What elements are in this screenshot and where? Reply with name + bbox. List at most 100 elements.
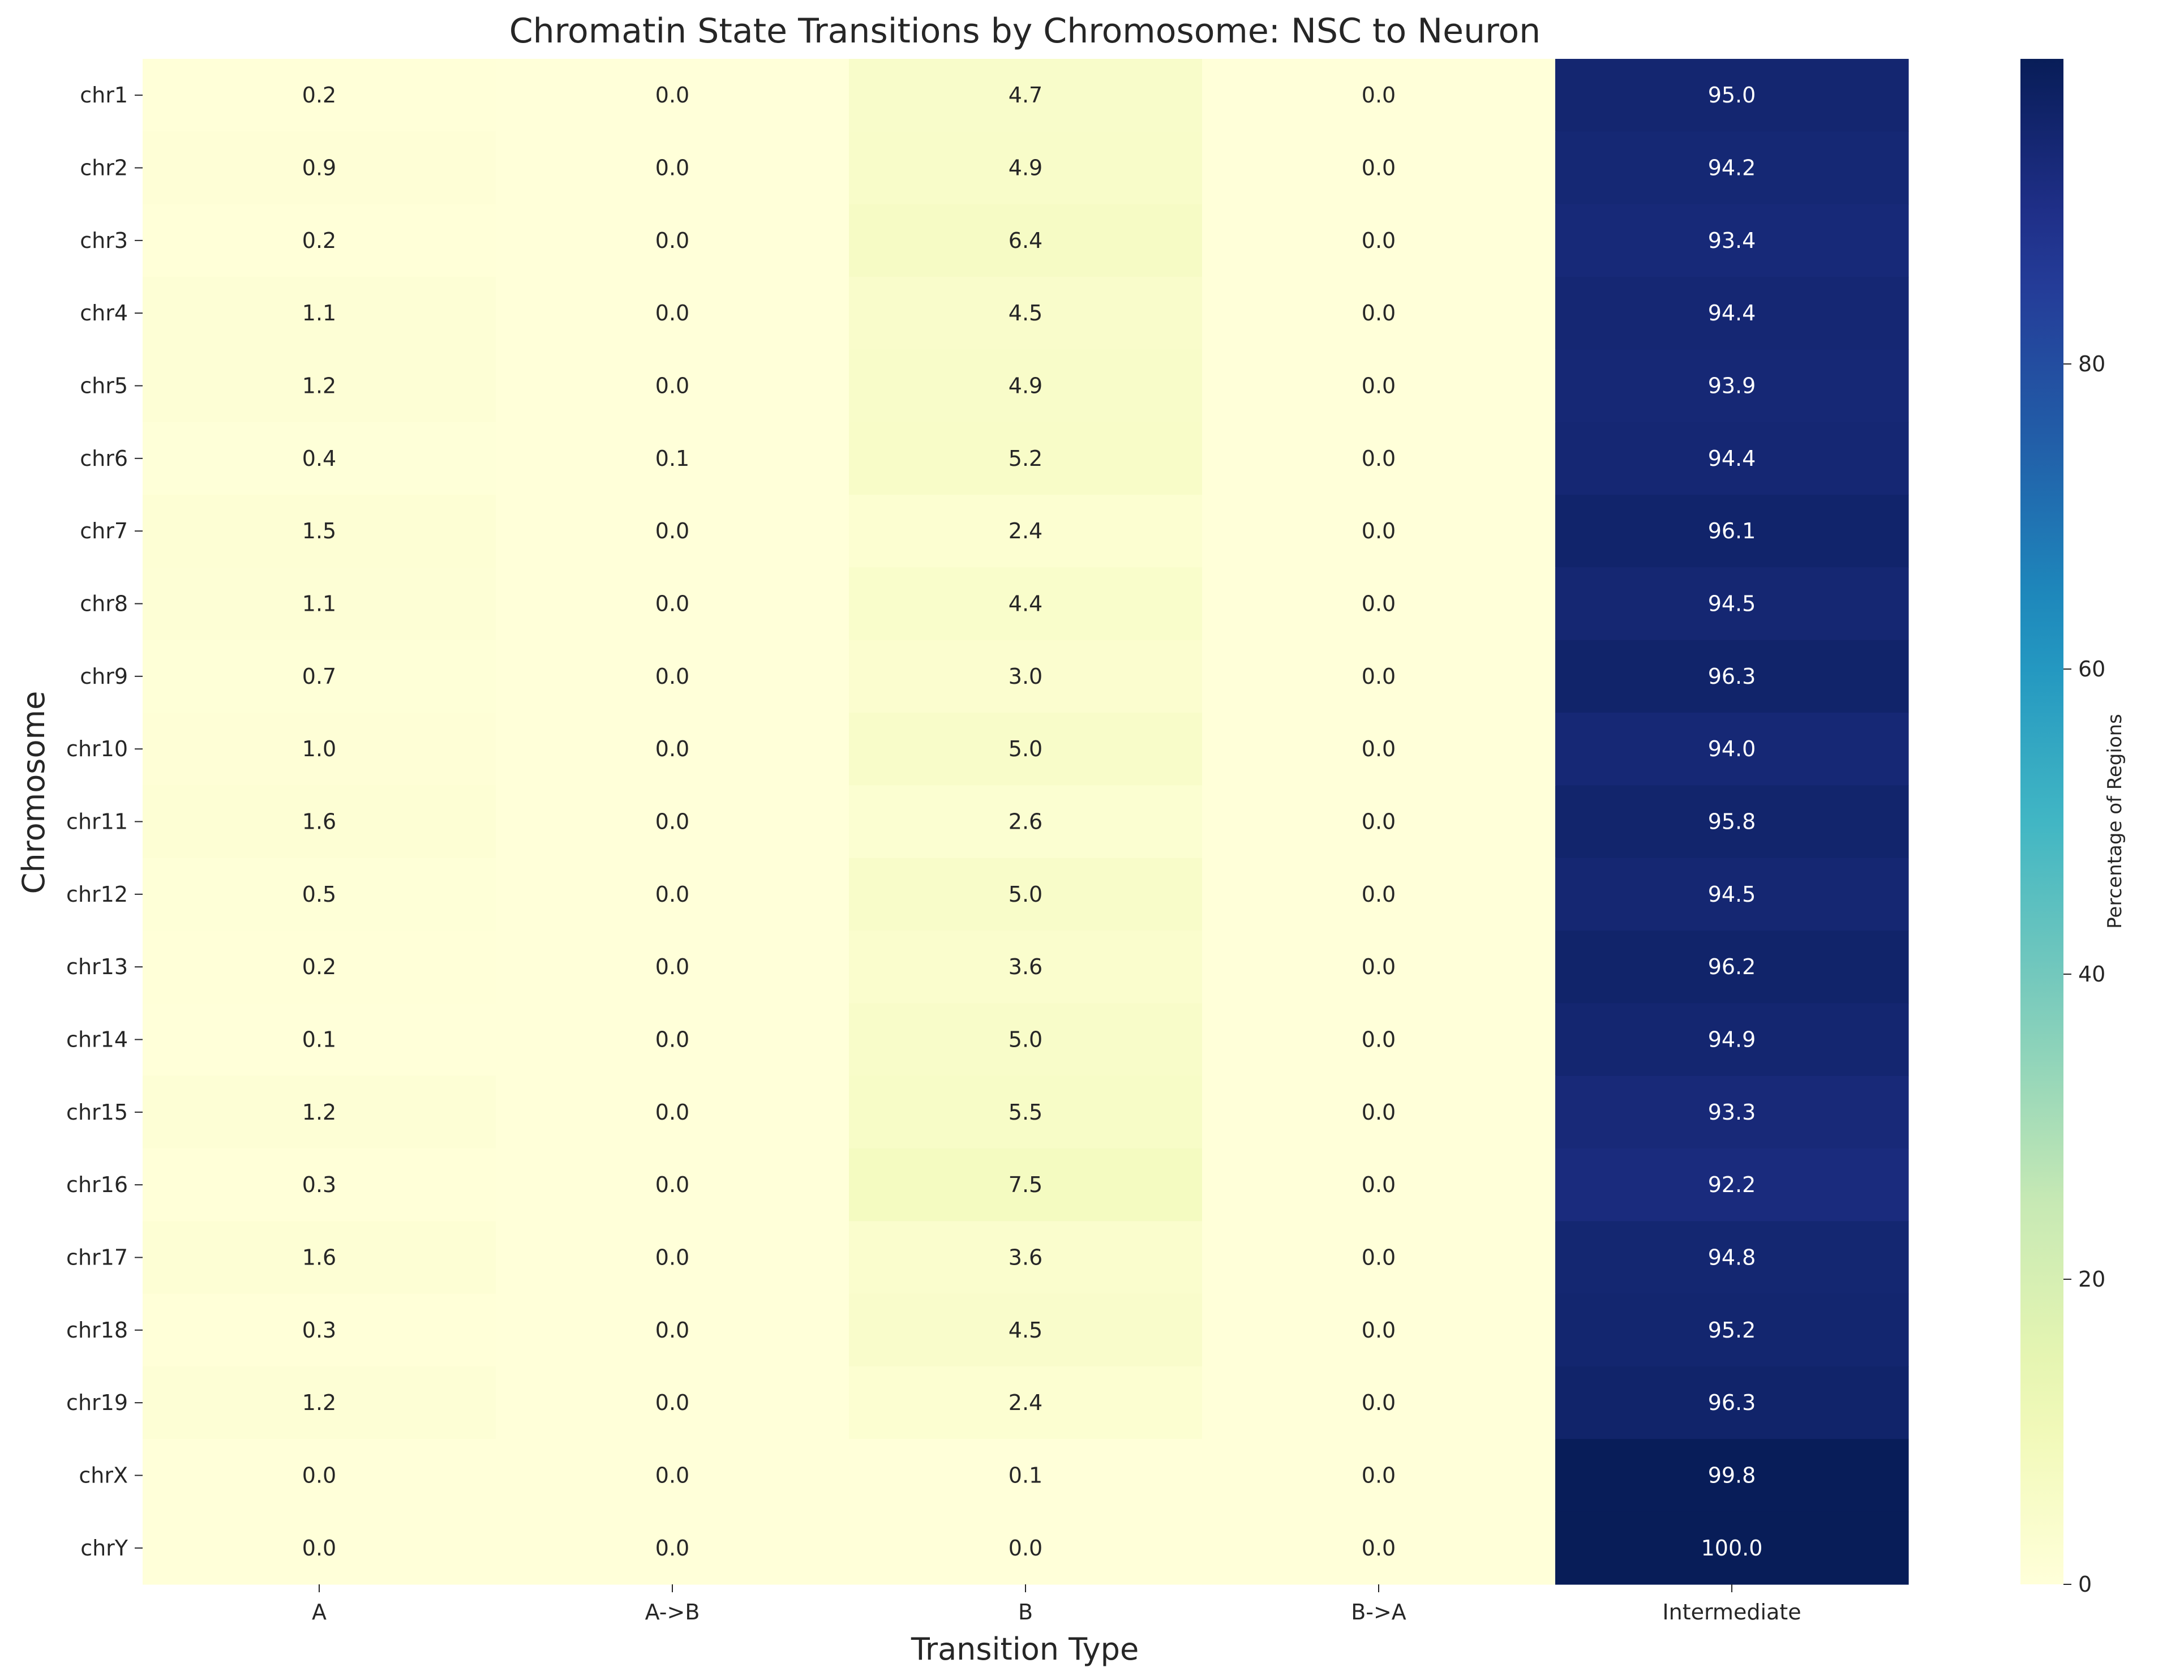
cell-value-label: 0.0 xyxy=(1362,1172,1396,1197)
heatmap-cell xyxy=(1202,495,1556,568)
heatmap-cell xyxy=(1202,277,1556,350)
heatmap-cell xyxy=(849,1511,1203,1585)
heatmap-cell xyxy=(496,567,849,641)
cell-value-label: 0.0 xyxy=(655,1463,689,1488)
cell-value-label: 0.1 xyxy=(1009,1463,1042,1488)
cell-value-label: 93.4 xyxy=(1708,228,1756,253)
cell-value-label: 1.2 xyxy=(302,1390,336,1415)
cell-value-label: 0.0 xyxy=(655,954,689,979)
heatmap-cell xyxy=(496,785,849,859)
colorbar-label: Percentage of Regions xyxy=(2104,714,2126,929)
cell-value-label: 0.0 xyxy=(1362,83,1396,108)
cell-value-label: 0.3 xyxy=(302,1318,336,1343)
heatmap-cell xyxy=(496,59,849,132)
y-tick-label: chr18 xyxy=(66,1318,128,1343)
heatmap-cell xyxy=(1202,931,1556,1004)
cell-value-label: 0.0 xyxy=(1362,736,1396,761)
heatmap-cell xyxy=(1555,277,1909,350)
heatmap-cell xyxy=(496,1148,849,1222)
cell-value-label: 94.4 xyxy=(1708,446,1756,471)
cell-value-label: 0.0 xyxy=(655,1245,689,1270)
heatmap-cell xyxy=(143,1148,496,1222)
heatmap-cell xyxy=(143,1003,496,1077)
heatmap-cell xyxy=(849,931,1203,1004)
heatmap-cell xyxy=(849,204,1203,277)
heatmap-cell xyxy=(1202,785,1556,859)
heatmap-cell xyxy=(143,567,496,641)
heatmap-cell xyxy=(1202,1366,1556,1439)
heatmap-cell xyxy=(1202,1075,1556,1149)
cell-value-label: 0.0 xyxy=(655,1027,689,1052)
y-tick-label: chr14 xyxy=(66,1027,128,1052)
cell-value-label: 0.0 xyxy=(655,374,689,398)
cell-value-label: 94.5 xyxy=(1708,882,1756,907)
heatmap-cell xyxy=(1202,1221,1556,1295)
heatmap-cell xyxy=(496,858,849,931)
heatmap-cell xyxy=(496,713,849,786)
cell-value-label: 94.4 xyxy=(1708,301,1756,325)
cell-value-label: 0.0 xyxy=(655,736,689,761)
cell-value-label: 0.3 xyxy=(302,1172,336,1197)
heatmap-cell xyxy=(1202,1511,1556,1585)
cell-value-label: 4.7 xyxy=(1009,83,1042,108)
heatmap-cell xyxy=(1555,858,1909,931)
heatmap-cell xyxy=(496,1511,849,1585)
heatmap-cell xyxy=(143,1511,496,1585)
cell-value-label: 7.5 xyxy=(1009,1172,1042,1197)
heatmap-cell xyxy=(849,1075,1203,1149)
cell-value-label: 0.0 xyxy=(655,882,689,907)
heatmap-cell xyxy=(143,713,496,786)
heatmap-cell xyxy=(849,422,1203,495)
colorbar-tick-label: 40 xyxy=(2078,962,2105,987)
heatmap-cell xyxy=(1202,567,1556,641)
heatmap-cell xyxy=(1202,131,1556,205)
heatmap-cell xyxy=(849,495,1203,568)
heatmap-cell xyxy=(849,640,1203,713)
heatmap-cell xyxy=(849,858,1203,931)
heatmap-cell xyxy=(143,931,496,1004)
heatmap-cell xyxy=(1555,1366,1909,1439)
heatmap-cell xyxy=(496,1439,849,1512)
cell-value-label: 96.2 xyxy=(1708,954,1756,979)
cell-value-label: 0.0 xyxy=(1362,301,1396,325)
cell-value-label: 0.0 xyxy=(1362,1318,1396,1343)
cell-value-label: 4.9 xyxy=(1009,156,1042,181)
cell-value-label: 0.0 xyxy=(1362,228,1396,253)
heatmap-cell xyxy=(496,640,849,713)
chart-title: Chromatin State Transitions by Chromosom… xyxy=(509,11,1541,51)
cell-value-label: 92.2 xyxy=(1708,1172,1756,1197)
cell-value-label: 6.4 xyxy=(1009,228,1042,253)
heatmap-cell xyxy=(143,1075,496,1149)
y-tick-label: chr7 xyxy=(80,518,128,543)
heatmap-cell xyxy=(849,1439,1203,1512)
heatmap-cell xyxy=(1202,1148,1556,1222)
cell-value-label: 0.0 xyxy=(1362,1390,1396,1415)
heatmap-cell xyxy=(1555,349,1909,423)
cell-value-label: 0.0 xyxy=(1362,809,1396,834)
cell-value-label: 0.1 xyxy=(302,1027,336,1052)
cell-value-label: 1.1 xyxy=(302,301,336,325)
y-tick-label: chr19 xyxy=(66,1390,128,1415)
colorbar-tick-label: 0 xyxy=(2078,1572,2092,1597)
y-tick-label: chr8 xyxy=(80,592,128,616)
heatmap-cell xyxy=(496,349,849,423)
cell-value-label: 0.0 xyxy=(655,1390,689,1415)
cell-value-label: 3.0 xyxy=(1009,664,1042,689)
cell-value-label: 0.0 xyxy=(655,156,689,181)
heatmap-cell xyxy=(143,640,496,713)
heatmap-cell xyxy=(849,567,1203,641)
heatmap-cell xyxy=(496,422,849,495)
x-tick-label: A xyxy=(312,1600,327,1625)
cell-value-label: 94.2 xyxy=(1708,156,1756,181)
heatmap-cell xyxy=(1555,1003,1909,1077)
cell-value-label: 95.0 xyxy=(1708,83,1756,108)
heatmap-cell xyxy=(496,131,849,205)
heatmap-cell xyxy=(143,277,496,350)
cell-value-label: 0.0 xyxy=(655,83,689,108)
x-tick-label: A->B xyxy=(645,1600,700,1625)
heatmap-cell xyxy=(1555,495,1909,568)
heatmap-cell xyxy=(1202,349,1556,423)
cell-value-label: 95.8 xyxy=(1708,809,1756,834)
heatmap-cell xyxy=(1202,422,1556,495)
